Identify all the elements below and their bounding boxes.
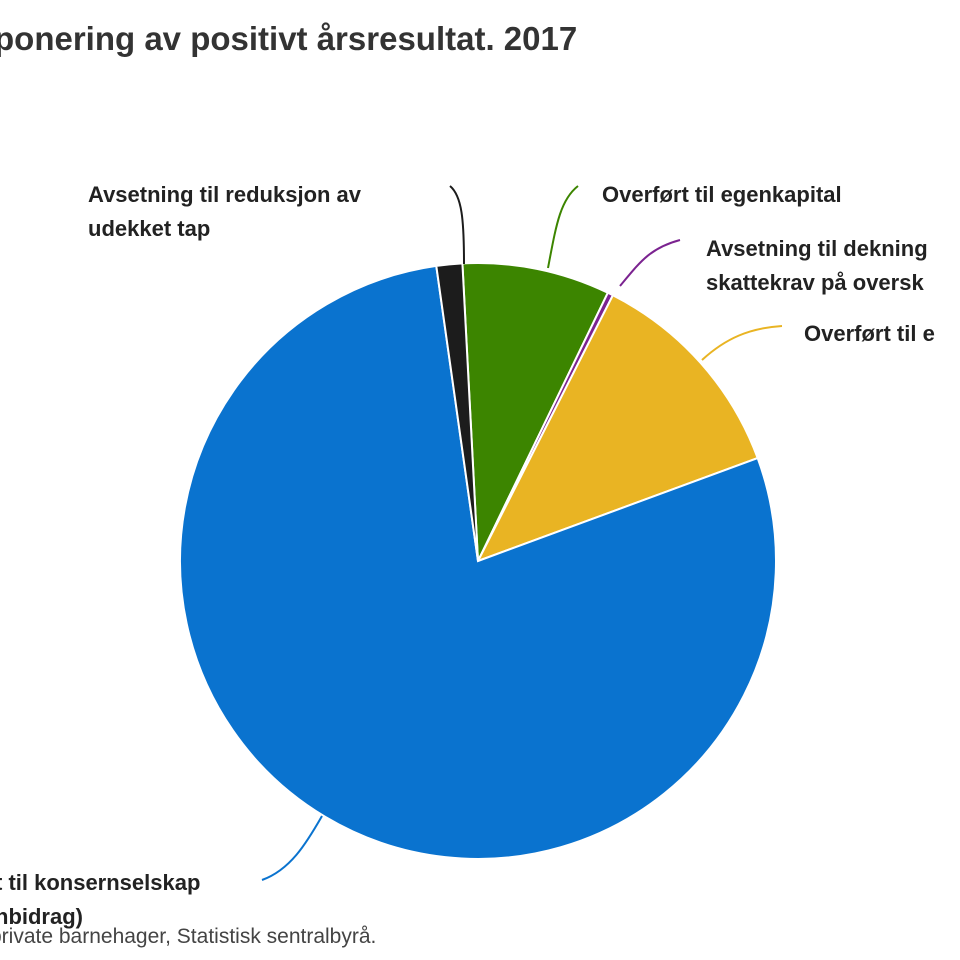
label-egenkapital: Overført til egenkapital: [602, 182, 842, 207]
leader-line: [701, 325, 783, 361]
pie-slice: [475, 293, 759, 563]
chart-title: ponering av positivt årsresultat. 2017: [0, 20, 578, 57]
label-overfort-e: Overført til e: [804, 321, 935, 346]
label-dekning-skattekrav: Avsetning til dekning skattekrav på over…: [706, 236, 928, 295]
leader-line: [261, 815, 323, 881]
leader-line: [449, 185, 465, 265]
pie-slice: [435, 262, 479, 562]
source-note: private barnehager, Statistisk sentralby…: [0, 925, 377, 948]
leader-line: [619, 239, 681, 287]
pie-slice: [179, 264, 777, 860]
label-reduksjon-udekket-tap: Avsetning til reduksjon av udekket tap: [88, 182, 362, 241]
leader-line: [547, 185, 579, 269]
pie-slice: [461, 262, 610, 562]
label-konsernselskap: t til konsernselskap nbidrag): [0, 870, 201, 929]
